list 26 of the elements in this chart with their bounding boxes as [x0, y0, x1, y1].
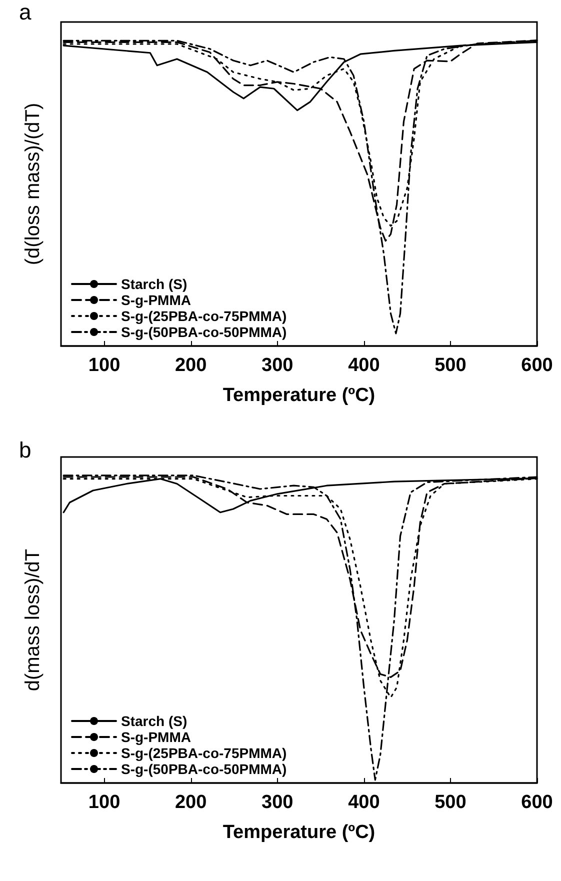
legend-label: S-g-PMMA [121, 292, 191, 308]
chart-title: a [19, 0, 32, 24]
x-tick-label: 200 [174, 355, 207, 376]
x-tick-label: 600 [521, 355, 553, 376]
legend-label: S-g-(25PBA-co-75PMMA) [121, 745, 287, 761]
x-axis-title: Temperature (ºC) [222, 822, 376, 843]
legend-label: S-g-PMMA [121, 729, 191, 745]
x-tick-label: 500 [434, 792, 466, 813]
y-axis-title: d(mass loss)/dT [22, 548, 44, 692]
legend-label: S-g-(50PBA-co-50PMMA) [121, 761, 287, 777]
legend-label: Starch (S) [121, 713, 188, 729]
legend-label: S-g-(50PBA-co-50PMMA) [121, 324, 287, 340]
x-tick-label: 500 [434, 355, 466, 376]
x-tick-label: 100 [88, 792, 120, 813]
legend-label: Starch (S) [121, 276, 188, 292]
x-tick-label: 300 [262, 792, 294, 813]
x-tick-label: 200 [174, 792, 207, 813]
x-tick-label: 300 [262, 355, 294, 376]
x-tick-label: 100 [88, 355, 120, 376]
x-tick-label: 400 [348, 792, 380, 813]
legend-label: S-g-(25PBA-co-75PMMA) [121, 308, 287, 324]
y-axis-title: (d(loss mass)/(dT) [22, 102, 44, 266]
x-axis-title: Temperature (ºC) [222, 385, 376, 406]
x-tick-label: 600 [521, 792, 553, 813]
x-tick-label: 400 [348, 355, 380, 376]
chart-title: b [19, 438, 32, 462]
